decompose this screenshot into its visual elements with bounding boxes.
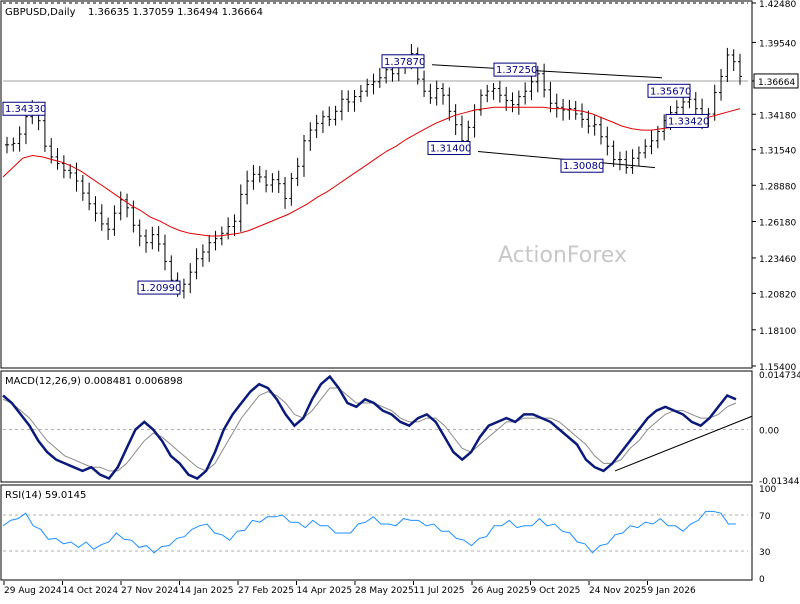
price-annotation-box: [381, 54, 425, 69]
current-price-label: 1.36664: [758, 78, 795, 88]
date-tick-label: 9 Jan 2026: [648, 586, 696, 596]
price-tick-label: 1.23460: [759, 255, 796, 265]
price-annotation-box: [2, 101, 46, 116]
price-annotation-box: [493, 62, 537, 77]
price-annotation-box: [560, 158, 604, 173]
price-annotation-label: 1.31400: [430, 144, 471, 155]
date-tick-label: 14 Oct 2024: [63, 586, 119, 596]
watermark: ActionForex: [498, 243, 627, 268]
date-tick-label: 29 Aug 2024: [4, 586, 62, 596]
macd-title: MACD(12,26,9) 0.008481 0.006898: [5, 376, 183, 387]
moving-average-line: [2, 106, 741, 237]
rsi-tick-label: 100: [759, 485, 776, 495]
date-tick-label: 24 Nov 2025: [589, 586, 647, 596]
rsi-line: [2, 510, 736, 554]
price-annotation-label: 1.30080: [563, 161, 604, 172]
date-tick-label: 27 Nov 2024: [121, 586, 179, 596]
date-tick-label: 28 May 2025: [355, 586, 414, 596]
price-annotation-box: [647, 83, 691, 98]
price-tick-label: 1.42480: [759, 0, 796, 10]
rsi-panel-frame: [0, 484, 753, 581]
price-annotation-label: 1.20990: [140, 283, 181, 294]
price-tick-label: 1.15400: [759, 363, 796, 373]
current-price-box: [753, 73, 799, 89]
date-tick-label: 27 Feb 2025: [238, 586, 294, 596]
macd-panel-frame: [0, 370, 753, 483]
rsi-title: RSI(14) 59.0145: [5, 490, 86, 501]
macd-tick-label: 0.014734: [759, 371, 800, 381]
chart-symbol: GBPUSD,Daily: [5, 7, 76, 18]
price-annotation-label: 1.35670: [650, 86, 691, 97]
price-tick-label: 1.26180: [759, 218, 796, 228]
price-annotation-label: 1.33420: [668, 116, 709, 127]
price-tick-label: 1.34180: [759, 111, 796, 121]
price-annotation-label: 1.37870: [384, 57, 425, 68]
price-annotation-label: 1.34330: [5, 104, 46, 115]
upper-channel-line: [431, 64, 663, 79]
macd-tick-label: -0.013442: [759, 477, 800, 487]
date-tick-label: 26 Aug 2025: [472, 586, 530, 596]
price-annotation-box: [427, 141, 471, 156]
date-tick-label: 14 Jan 2025: [180, 586, 234, 596]
price-panel-frame: [0, 0, 753, 369]
price-tick-label: 1.39540: [759, 39, 796, 49]
price-annotation-box: [665, 113, 709, 128]
chart-ohlc: 1.36635 1.37059 1.36494 1.36664: [88, 7, 263, 18]
price-annotation-label: 1.37250: [496, 65, 537, 76]
date-tick-label: 11 Jul 2025: [414, 586, 465, 596]
macd-line: [2, 374, 737, 481]
macd-trendline: [614, 415, 753, 472]
price-tick-label: 1.20820: [759, 290, 796, 300]
date-tick-label: 14 Apr 2025: [297, 586, 353, 596]
rsi-tick-label: 70: [759, 512, 771, 522]
rsi-tick-label: 0: [759, 575, 765, 585]
price-tick-label: 1.31540: [759, 147, 796, 157]
date-tick-label: 9 Oct 2025: [531, 586, 581, 596]
price-annotation-box: [137, 280, 181, 295]
price-tick-label: 1.18100: [759, 327, 796, 337]
price-tick-label: 1.28880: [759, 182, 796, 192]
macd-tick-label: 0.00: [759, 426, 779, 436]
rsi-tick-label: 30: [759, 548, 771, 558]
